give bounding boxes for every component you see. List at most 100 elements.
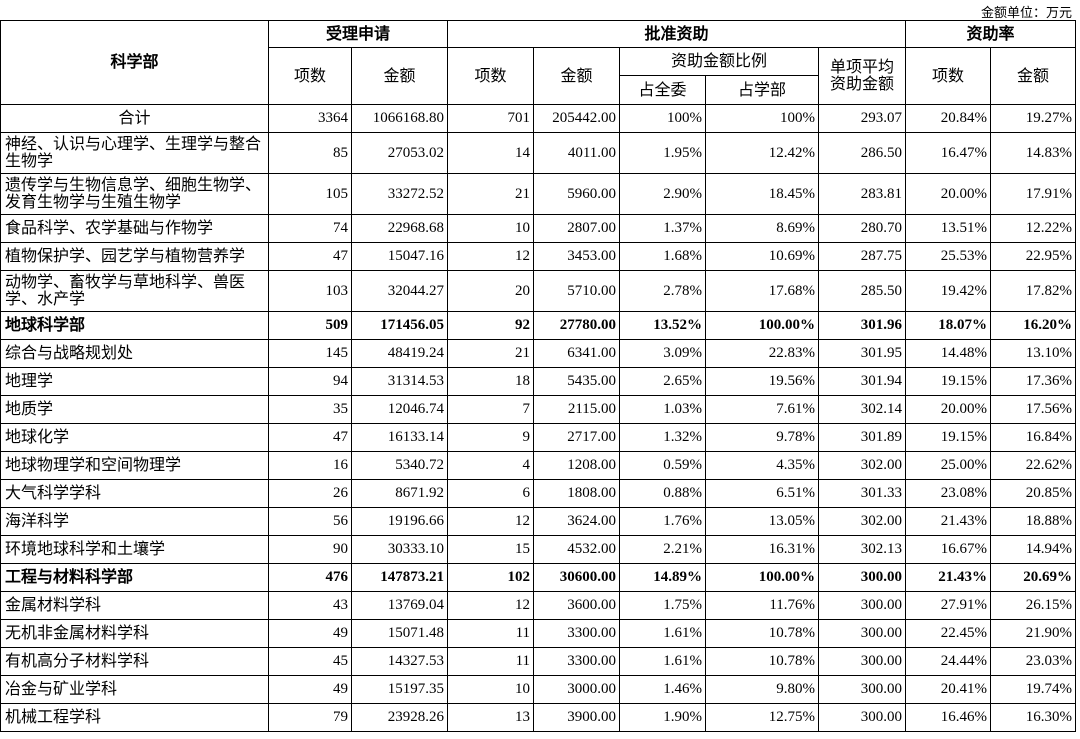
cell: 9.80% [705,675,820,704]
table-row: 地球科学部 509 171456.05 92 27780.00 13.52% 100.00%… [0,311,1077,340]
cell: 12 [447,242,535,271]
cell: 8.69% [705,214,820,243]
cell: 16.67% [905,535,992,564]
cell: 19.15% [905,367,992,396]
cell: 25.00% [905,451,992,480]
cell: 100.00% [705,563,820,592]
cell: 3300.00 [533,619,621,648]
cell: 6 [447,479,535,508]
cell: 3624.00 [533,507,621,536]
cell: 19.15% [905,423,992,452]
table-row: 工程与材料科学部 476 147873.21 102 30600.00 14.89% 100… [0,563,1077,592]
col-header: 金额 [533,47,621,105]
cell: 301.96 [818,311,907,340]
cell: 171456.05 [350,311,449,340]
group-header: 批准资助 [447,20,907,48]
cell: 15197.35 [350,675,449,704]
cell: 13769.04 [350,591,449,620]
cell: 33272.52 [350,173,449,215]
cell: 1.61% [619,619,707,648]
cell: 10.69% [705,242,820,271]
cell: 280.70 [818,214,907,243]
cell: 100% [705,104,820,133]
cell: 9.78% [705,423,820,452]
cell: 11.76% [705,591,820,620]
cell: 19196.66 [350,507,449,536]
cell: 92 [447,311,535,340]
table-row: 地质学 35 12046.74 7 2115.00 1.03% 7.61% 302.14 20.… [0,395,1077,424]
cell: 20.69% [990,563,1077,592]
cell: 10.78% [705,647,820,676]
cell: 16133.14 [350,423,449,452]
col-header-text: 单项平均资助金额 [830,59,895,93]
cell: 49 [268,619,352,648]
cell: 18.88% [990,507,1077,536]
row-label: 合计 [0,104,269,133]
cell: 5340.72 [350,451,449,480]
cell: 13.51% [905,214,992,243]
cell: 27053.02 [350,132,449,174]
cell: 300.00 [818,591,907,620]
cell: 90 [268,535,352,564]
cell: 16.84% [990,423,1077,452]
cell: 302.00 [818,507,907,536]
cell: 300.00 [818,647,907,676]
cell: 285.50 [818,270,907,312]
cell: 1208.00 [533,451,621,480]
cell: 1.61% [619,647,707,676]
cell: 14.83% [990,132,1077,174]
table-row: 海洋科学 56 19196.66 12 3624.00 1.76% 13.05% 302.00… [0,507,1077,536]
col-header: 金额 [350,47,449,105]
cell: 9 [447,423,535,452]
cell: 10 [447,214,535,243]
cell: 16.31% [705,535,820,564]
cell: 147873.21 [350,563,449,592]
cell: 10.78% [705,619,820,648]
row-label: 金属材料学科 [0,591,269,620]
cell: 17.36% [990,367,1077,396]
cell: 1.68% [619,242,707,271]
cell: 8671.92 [350,479,449,508]
cell: 2717.00 [533,423,621,452]
row-label: 海洋科学 [0,507,269,536]
cell: 3000.00 [533,675,621,704]
cell: 23.08% [905,479,992,508]
table-row: 无机非金属材料学科 49 15071.48 11 3300.00 1.61% 10.78% 3… [0,619,1077,648]
row-label: 地质学 [0,395,269,424]
cell: 301.95 [818,339,907,368]
cell: 19.27% [990,104,1077,133]
cell: 43 [268,591,352,620]
cell: 12 [447,507,535,536]
cell: 23.03% [990,647,1077,676]
table-row: 地球化学 47 16133.14 9 2717.00 1.32% 9.78% 301.89 19… [0,423,1077,452]
col-header: 科学部 [0,20,269,105]
cell: 22968.68 [350,214,449,243]
row-label: 食品科学、农学基础与作物学 [0,214,269,243]
cell: 2.90% [619,173,707,215]
cell: 18 [447,367,535,396]
cell: 300.00 [818,563,907,592]
cell: 7.61% [705,395,820,424]
group-header: 受理申请 [267,20,449,48]
cell: 300.00 [818,619,907,648]
row-label: 植物保护学、园艺学与植物营养学 [0,242,269,271]
cell: 79 [268,703,352,732]
cell: 14327.53 [350,647,449,676]
cell: 1.75% [619,591,707,620]
table-row: 合计 3364 1066168.80 701 205442.00 100% 100% 293.… [0,104,1077,133]
cell: 56 [268,507,352,536]
cell: 47 [268,423,352,452]
row-label: 地球科学部 [0,311,269,340]
funding-table: 科学部 受理申请 批准资助 资助率 项数 金额 项数 金额 资助金额比例 单项平… [0,20,1077,732]
cell: 105 [268,173,352,215]
cell: 5960.00 [533,173,621,215]
cell: 2807.00 [533,214,621,243]
cell: 302.14 [818,395,907,424]
cell: 0.88% [619,479,707,508]
cell: 301.94 [818,367,907,396]
cell: 283.81 [818,173,907,215]
cell: 74 [268,214,352,243]
cell: 301.89 [818,423,907,452]
row-label: 地球物理学和空间物理学 [0,451,269,480]
cell: 14.94% [990,535,1077,564]
